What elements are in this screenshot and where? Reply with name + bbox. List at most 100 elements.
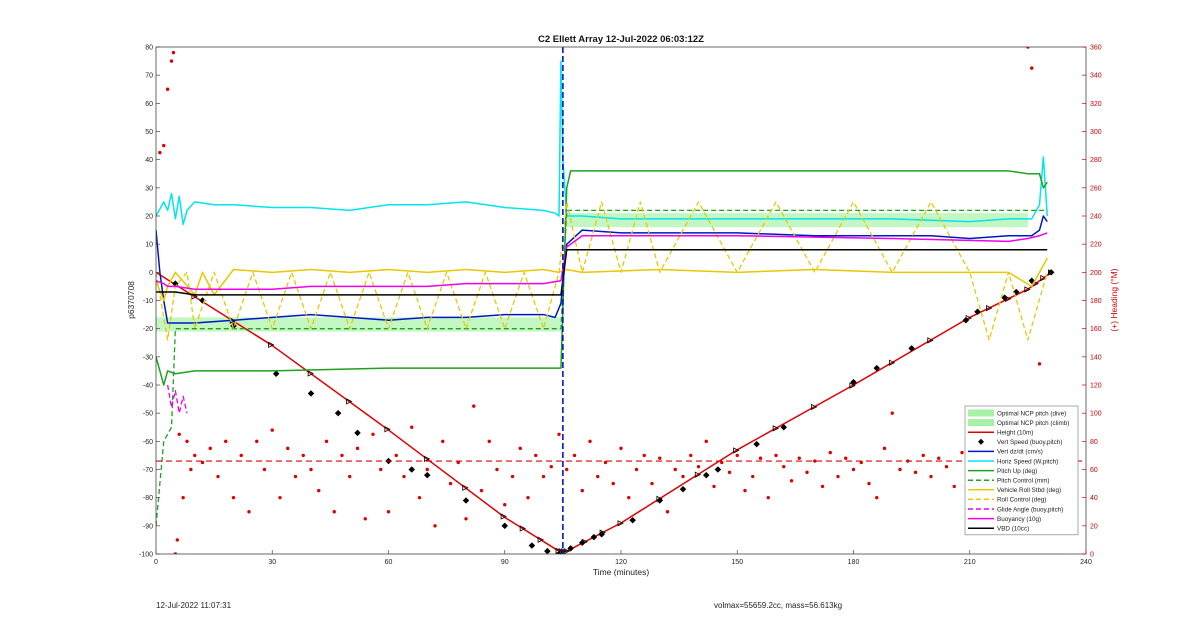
heading-point (324, 439, 329, 444)
series-vert-speed-buoy-pitch-point (462, 497, 470, 504)
x-tick-label: 210 (964, 559, 976, 566)
series-vert-speed-buoy-pitch-point (598, 530, 605, 538)
series-height-10m-marker (1040, 274, 1047, 282)
heading-point (231, 495, 236, 500)
heading-point (1030, 66, 1034, 70)
heading-point (960, 450, 964, 455)
heading-point (278, 495, 282, 500)
heading-point (479, 488, 484, 493)
heading-point (898, 467, 902, 472)
y2-tick-label: 160 (1090, 326, 1102, 333)
series-height-10m-marker (811, 403, 818, 411)
y2-tick-label: 120 (1090, 383, 1102, 390)
heading-point (890, 411, 894, 415)
series-vert-speed-buoy-pitch-point (714, 466, 722, 473)
heading-point (518, 446, 522, 451)
series-height-10m-marker (986, 304, 993, 312)
series-height-10m-marker (384, 426, 391, 433)
heading-point (340, 453, 344, 458)
heading-point (805, 470, 809, 475)
heading-point (836, 474, 840, 479)
heading-point (1026, 47, 1030, 49)
y-axis-label: p6370708 (126, 281, 136, 319)
heading-point (173, 552, 178, 554)
heading-point (433, 524, 437, 528)
heading-point (867, 481, 871, 486)
heading-point (712, 484, 716, 489)
heading-point (673, 467, 677, 472)
series-vert-speed-buoy-pitch-point (567, 545, 574, 552)
series-pitch-up-deg-line (156, 170, 1048, 386)
heading-point (270, 428, 274, 432)
heading-point (386, 510, 391, 514)
y2-tick-label: 340 (1090, 73, 1102, 80)
heading-point (789, 479, 794, 483)
series-height-10m-marker (888, 359, 896, 366)
series-vert-speed-buoy-pitch-point (354, 429, 361, 437)
heading-point (758, 456, 763, 460)
heading-point (448, 481, 453, 486)
heading-point (952, 484, 956, 489)
heading-point (332, 510, 336, 514)
heading-point (549, 464, 553, 469)
heading-point (185, 439, 189, 444)
heading-point (309, 467, 313, 472)
heading-point (720, 460, 724, 465)
heading-point (363, 517, 367, 521)
y-tick-label: -80 (143, 495, 153, 502)
legend-label: Optimal NCP pitch (dive) (997, 410, 1066, 417)
x-tick-label: 0 (154, 559, 158, 566)
heading-point (906, 459, 910, 463)
heading-point (921, 453, 925, 458)
heading-point (882, 446, 887, 451)
series-height-10m-marker (927, 337, 934, 344)
y2-tick-label: 80 (1090, 439, 1098, 446)
x-tick-label: 30 (268, 559, 276, 566)
series-glide-angle-buoy-pitch-line (166, 384, 188, 414)
heading-point (665, 510, 670, 514)
y-tick-label: -100 (139, 552, 153, 559)
heading-point (165, 87, 170, 91)
series-height-10m-marker (268, 341, 275, 348)
heading-point (410, 425, 414, 429)
series-vert-speed-buoy-pitch-point (873, 364, 881, 372)
y2-tick-label: 280 (1090, 157, 1102, 164)
series-vert-speed-buoy-pitch-point (544, 547, 551, 554)
y-tick-label: 70 (145, 73, 153, 80)
heading-point (189, 467, 193, 472)
heading-point (441, 439, 445, 444)
chart-legend: Optimal NCP pitch (dive) Optimal NCP pitc… (964, 405, 1079, 536)
series-pitch-control-mm-line (156, 209, 1048, 526)
x-tick-label: 240 (1080, 559, 1092, 566)
series-vert-speed-buoy-pitch-point (334, 409, 342, 417)
y2-tick-label: 360 (1090, 45, 1102, 52)
legend-label: Roll Control (deg) (997, 497, 1046, 504)
y-tick-label: 80 (145, 45, 153, 52)
y2-tick-label: 0 (1090, 552, 1094, 559)
heading-point (913, 470, 918, 475)
series-height-10m-line (156, 271, 1052, 552)
series-vert-speed-buoy-pitch-point (1047, 268, 1055, 276)
y2-tick-label: 260 (1090, 185, 1102, 192)
heading-point (681, 474, 685, 479)
legend-label: Pitch Up (deg) (997, 468, 1037, 475)
heading-point (371, 432, 375, 436)
heading-point (208, 446, 212, 451)
series-vert-dz-dt-cm-s-line (156, 215, 1048, 324)
heading-point (743, 488, 747, 493)
heading-point (541, 474, 546, 479)
series-vert-speed-buoy-pitch-point (962, 316, 970, 324)
chart-title: C2 Ellett Array 12-Jul-2022 06:03:12Z (538, 34, 704, 45)
heading-point (239, 453, 243, 458)
series-vert-speed-buoy-pitch-point (307, 390, 315, 397)
series-vert-speed-buoy-pitch-point (1001, 294, 1008, 302)
heading-point (193, 453, 197, 458)
heading-point (181, 495, 185, 500)
series-height-10m-marker (563, 548, 571, 554)
x-tick-label: 60 (385, 559, 393, 566)
heading-point (464, 517, 468, 521)
heading-point (572, 453, 577, 458)
series-vert-speed-buoy-pitch-point (656, 497, 664, 504)
heading-point (472, 404, 476, 408)
